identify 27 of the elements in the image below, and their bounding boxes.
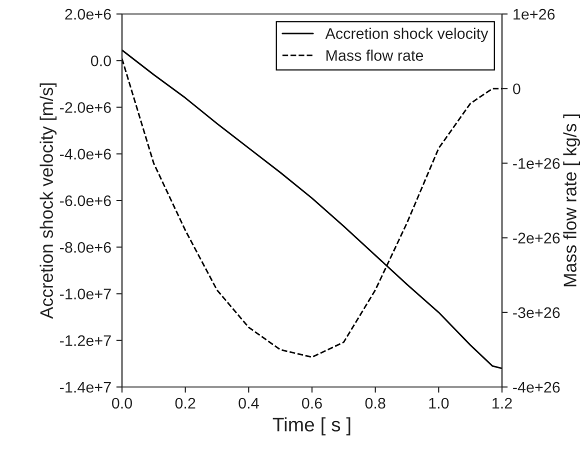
y2-axis-title: Mass flow rate [ kg/s ] <box>563 114 580 286</box>
x-tick-label: 1.2 <box>492 398 512 408</box>
y-tick-label: -8.0e+6 <box>60 242 111 253</box>
x-tick-label: 0.0 <box>112 398 132 409</box>
y2-tick-label: -1e+26 <box>513 158 560 169</box>
x-tick-label: 1.0 <box>429 398 449 409</box>
x-tick-label: 0.2 <box>175 398 196 409</box>
y-axis-title: Accretion shock velocity [m/s] <box>40 83 57 319</box>
x-tick-label: 0.8 <box>365 398 386 409</box>
x-axis-title: Time [ s ] <box>272 417 350 436</box>
y-tick-label: 2.0e+6 <box>65 8 111 20</box>
y2-tick-label: -3e+26 <box>513 307 560 318</box>
y-tick-label: -6.0e+6 <box>60 195 111 206</box>
y2-tick-label: -4e+26 <box>513 382 560 393</box>
y2-tick-label: 1e+26 <box>514 8 555 20</box>
x-tick-label: 0.6 <box>302 398 322 409</box>
y-tick-label: -2.0e+6 <box>60 102 111 113</box>
x-tick-label: 0.4 <box>238 398 259 409</box>
y-tick-label: -1.4e+7 <box>60 382 111 393</box>
y-tick-label: 0.0 <box>90 55 111 66</box>
y2-tick-label: -2e+26 <box>513 232 560 244</box>
legend-label: Mass flow rate <box>326 50 424 61</box>
y2-tick-label: 0 <box>513 83 520 94</box>
legend-label: Accretion shock velocity <box>325 28 488 42</box>
y-tick-label: -4.0e+6 <box>60 148 111 160</box>
y-tick-label: -1.0e+7 <box>60 288 111 300</box>
y-tick-label: -1.2e+7 <box>60 335 111 346</box>
